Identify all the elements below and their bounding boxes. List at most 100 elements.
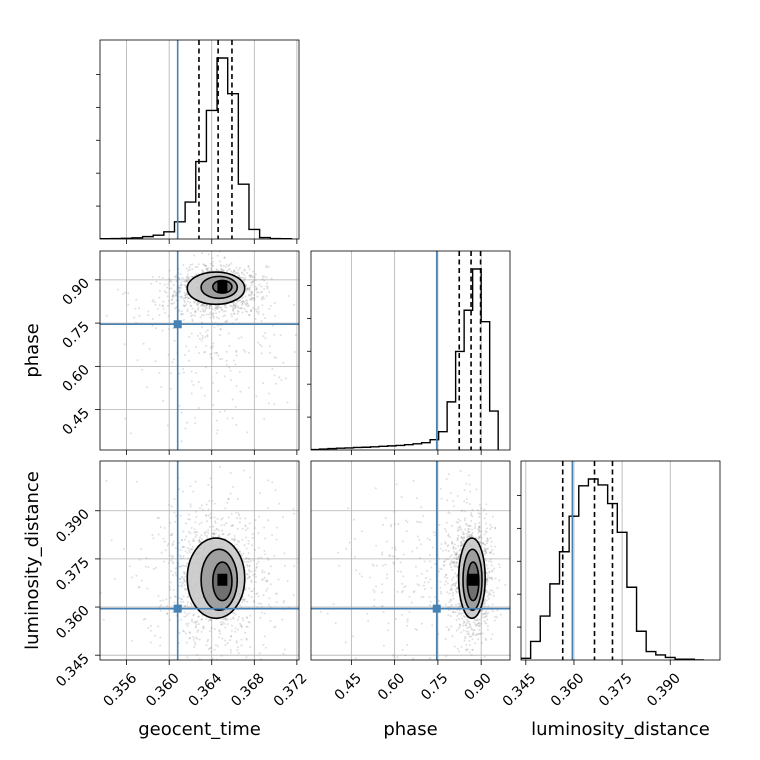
sample-point <box>147 566 150 569</box>
sample-point <box>241 276 244 279</box>
sample-point <box>450 584 453 587</box>
sample-point <box>255 287 258 290</box>
sample-point <box>139 548 142 551</box>
sample-point <box>400 496 403 499</box>
sample-point <box>454 661 456 663</box>
sample-point <box>217 305 220 308</box>
sample-point <box>384 563 387 566</box>
sample-point <box>450 561 453 564</box>
sample-point <box>208 305 211 308</box>
sample-point <box>263 297 266 300</box>
sample-point <box>484 615 487 618</box>
sample-point <box>282 601 285 604</box>
sample-point <box>149 624 152 627</box>
sample-point <box>457 526 460 529</box>
sample-point <box>319 611 322 614</box>
sample-point <box>198 352 201 355</box>
sample-point <box>260 556 263 559</box>
sample-point <box>457 545 460 548</box>
sample-point <box>215 308 218 311</box>
sample-point <box>249 298 252 301</box>
sample-point <box>241 617 244 620</box>
sample-point <box>149 641 152 644</box>
sample-point <box>180 555 183 558</box>
sample-point <box>332 603 335 606</box>
sample-point <box>173 497 176 500</box>
sample-point <box>165 291 168 294</box>
sample-point <box>468 651 471 654</box>
sample-point <box>415 547 418 550</box>
sample-point <box>247 539 250 542</box>
sample-point <box>456 539 459 542</box>
sample-point <box>387 622 390 625</box>
sample-point <box>209 267 212 270</box>
sample-point <box>212 316 215 319</box>
sample-point <box>381 591 384 594</box>
sample-point <box>482 603 485 606</box>
sample-point <box>485 552 488 555</box>
sample-point <box>234 363 237 366</box>
sample-point <box>486 583 489 586</box>
sample-point <box>235 302 238 305</box>
sample-point <box>230 635 233 638</box>
sample-point <box>158 314 161 317</box>
sample-point <box>403 586 406 589</box>
x-tick-label-luminosity-distance-1: 0.360 <box>548 670 588 710</box>
sample-point <box>286 580 289 583</box>
sample-point <box>445 655 448 658</box>
sample-point <box>183 584 186 587</box>
sample-point <box>169 534 172 537</box>
sample-point <box>188 631 191 634</box>
sample-point <box>216 316 219 319</box>
sample-point <box>460 540 463 543</box>
sample-point <box>217 354 220 357</box>
sample-point <box>447 550 450 553</box>
sample-point <box>490 551 493 554</box>
sample-point <box>186 279 189 282</box>
panel-frame <box>520 460 721 661</box>
sample-point <box>245 536 248 539</box>
sample-point <box>209 477 212 480</box>
sample-point <box>131 639 134 642</box>
sample-point <box>249 274 252 277</box>
sample-point <box>238 370 241 373</box>
sample-point <box>484 591 487 594</box>
sample-point <box>241 300 244 303</box>
sample-point <box>201 303 204 306</box>
sample-point <box>180 281 183 284</box>
sample-point <box>328 581 330 583</box>
sample-point <box>262 335 265 338</box>
sample-point <box>243 269 246 272</box>
sample-point <box>466 527 469 530</box>
sample-point <box>452 562 455 565</box>
sample-point <box>206 268 209 271</box>
sample-point <box>244 631 247 634</box>
sample-point <box>207 253 210 256</box>
sample-point <box>246 600 249 603</box>
sample-point <box>273 356 276 359</box>
sample-point <box>458 609 461 612</box>
sample-point <box>231 417 234 420</box>
sample-point <box>267 266 270 268</box>
sample-point <box>489 523 492 526</box>
sample-point <box>102 618 105 621</box>
sample-point <box>232 304 235 307</box>
sample-point <box>262 295 265 298</box>
truth-marker <box>432 604 441 613</box>
sample-point <box>211 532 214 535</box>
sample-point <box>224 507 227 510</box>
sample-point <box>276 526 279 529</box>
sample-point <box>250 570 253 573</box>
sample-point <box>226 618 229 621</box>
sample-point <box>222 310 225 313</box>
sample-point <box>450 605 453 608</box>
sample-point <box>481 542 484 545</box>
sample-point <box>471 634 474 637</box>
sample-point <box>181 313 184 316</box>
sample-point <box>184 427 187 430</box>
sample-point <box>463 500 466 503</box>
sample-point <box>197 406 200 409</box>
sample-point <box>183 611 186 614</box>
sample-point <box>352 635 355 638</box>
sample-point <box>450 588 453 591</box>
